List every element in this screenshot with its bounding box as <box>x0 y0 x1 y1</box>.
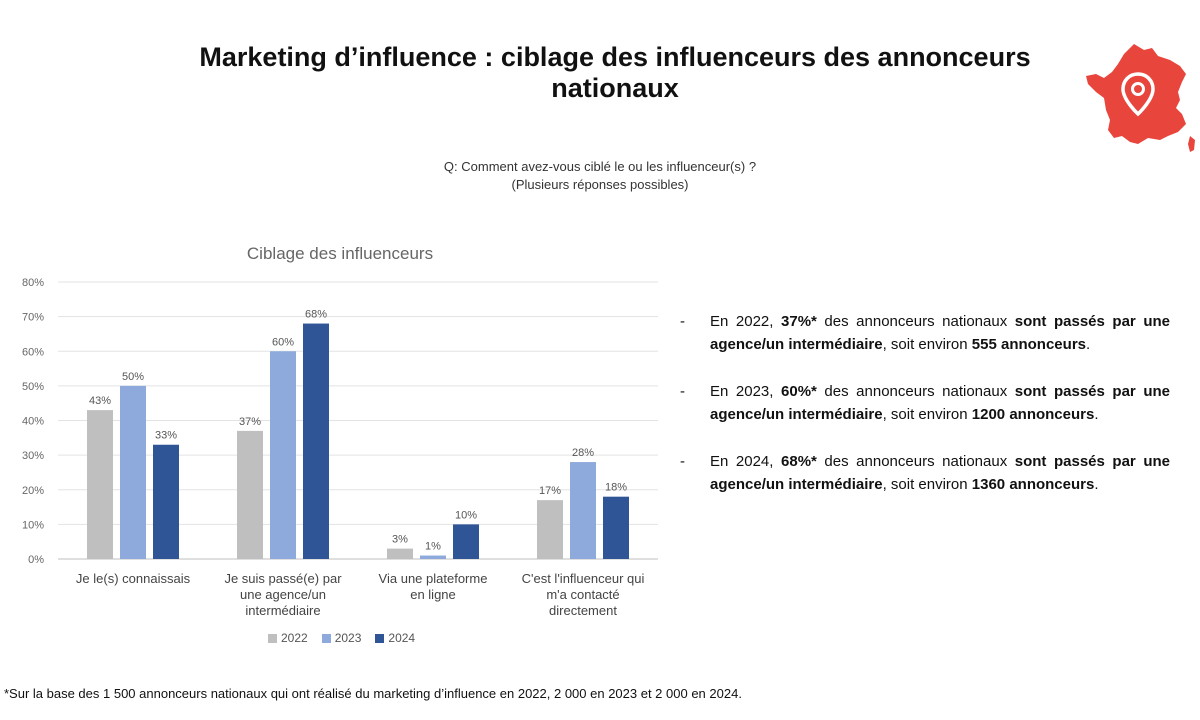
x-category-label: C'est l'influenceur qui m'a contacté direc… <box>513 571 653 619</box>
location-pin-icon <box>1121 72 1155 117</box>
x-category-label-line: m'a contacté <box>546 587 620 602</box>
finding-text: , soit environ <box>882 476 972 493</box>
y-tick-label: 80% <box>22 277 44 289</box>
x-category-label-line: Via une plateforme <box>378 571 488 586</box>
finding-text: des annonceurs nationaux <box>816 313 1015 330</box>
legend-swatch <box>268 633 277 643</box>
bar-2024 <box>303 323 329 559</box>
legend-item: 2023 <box>321 631 362 645</box>
data-label: 10% <box>455 509 477 521</box>
bar-2022 <box>537 500 563 559</box>
finding-highlight: sont passés par une agence/un intermédia… <box>710 383 1170 423</box>
data-label: 43% <box>89 395 111 407</box>
bar-chart: Ciblage des influenceurs 0% 10% 20% 30% 40% 5… <box>0 232 670 662</box>
bar-2022 <box>387 548 413 559</box>
question-note: (Plusieurs réponses possibles) <box>511 177 689 192</box>
bar-2023 <box>570 462 596 559</box>
bullet-dash: - <box>680 313 685 330</box>
bar-2024 <box>453 524 479 559</box>
data-label: 1% <box>425 541 441 553</box>
finding-count: 1200 annonceurs <box>971 406 1095 423</box>
finding-percentage: 60%* <box>781 383 817 400</box>
data-label: 18% <box>605 482 627 494</box>
finding-item: - En 2022, 37%* des annonceurs nationaux … <box>680 310 1170 356</box>
legend-swatch <box>375 633 385 643</box>
finding-text: des annonceurs nationaux <box>816 383 1015 400</box>
finding-item: - En 2023, 60%* des annonceurs nationaux … <box>680 380 1170 426</box>
bullet-dash: - <box>680 383 685 400</box>
survey-question: Q: Comment avez-vous ciblé le ou les inf… <box>360 158 840 194</box>
x-category-label-line: une agence/un <box>239 587 327 602</box>
finding-text: . <box>1094 476 1099 493</box>
y-tick-label: 0% <box>28 554 44 566</box>
data-label: 68% <box>305 309 327 321</box>
data-label: 17% <box>539 485 561 497</box>
legend-label: 2022 <box>281 631 308 645</box>
finding-percentage: 68%* <box>781 453 817 470</box>
finding-percentage: 37%* <box>781 313 817 330</box>
x-category-label-line: Je le(s) connaissais <box>75 571 191 586</box>
y-tick-label: 50% <box>22 381 44 393</box>
finding-text: . <box>1086 336 1091 353</box>
x-category-label: Je le(s) connaissais <box>63 571 203 587</box>
bar-2024 <box>603 496 629 559</box>
bar-2022 <box>237 430 263 559</box>
bar-2022 <box>87 410 113 559</box>
data-label: 3% <box>392 534 408 546</box>
bar-2023 <box>420 555 446 559</box>
key-findings-list: - En 2022, 37%* des annonceurs nationaux … <box>680 310 1170 520</box>
finding-count: 555 annonceurs <box>971 336 1086 353</box>
corsica-shape <box>1188 136 1195 152</box>
y-tick-label: 10% <box>22 519 44 531</box>
x-category-label-line: Je suis passé(e) par <box>224 571 342 586</box>
chart-plot: 0% 10% 20% 30% 40% 50% 60% 70% 80% 43% 50% 33% 37% 60… <box>22 277 658 566</box>
bar-2024 <box>153 444 179 559</box>
finding-text: En 2022, <box>710 313 782 330</box>
y-tick-label: 40% <box>22 416 44 428</box>
legend-label: 2024 <box>388 631 416 645</box>
bullet-dash: - <box>680 453 685 470</box>
finding-item: - En 2024, 68%* des annonceurs nationaux … <box>680 450 1170 496</box>
finding-highlight: sont passés par une agence/un intermédia… <box>710 313 1170 353</box>
france-map-location-pin-icon <box>1082 40 1200 158</box>
data-label: 33% <box>155 430 177 442</box>
question-text: Q: Comment avez-vous ciblé le ou les inf… <box>443 159 757 174</box>
finding-text: . <box>1094 406 1099 423</box>
finding-highlight: sont passés par une agence/un intermédia… <box>710 453 1170 493</box>
legend-item: 2024 <box>375 631 415 645</box>
legend-label: 2023 <box>334 631 362 645</box>
x-category-label-line: directement <box>549 603 617 618</box>
data-label: 28% <box>572 447 594 459</box>
page-title-line-2: nationaux <box>551 73 679 103</box>
legend-item: 2022 <box>268 631 308 645</box>
finding-count: 1360 annonceurs <box>971 476 1095 493</box>
data-label: 50% <box>122 371 144 383</box>
x-category-label: Je suis passé(e) par une agence/un intermé… <box>213 571 353 619</box>
bar-2023 <box>270 351 296 559</box>
y-tick-label: 30% <box>22 450 44 462</box>
page-title: Marketing d’influence : ciblage des infl… <box>160 42 1070 104</box>
y-tick-label: 70% <box>22 312 44 324</box>
x-category-label-line: en ligne <box>410 587 456 602</box>
finding-text: , soit environ <box>882 406 972 423</box>
chart-title: Ciblage des influenceurs <box>246 244 434 263</box>
chart-legend: 2022 2023 2024 <box>268 630 468 646</box>
y-tick-label: 20% <box>22 485 44 497</box>
x-category-label-line: intermédiaire <box>245 603 321 618</box>
x-category-label-line: C'est l'influenceur qui <box>521 571 645 586</box>
data-label: 60% <box>272 336 294 348</box>
finding-text: En 2023, <box>710 383 782 400</box>
finding-text: En 2024, <box>710 453 782 470</box>
legend-swatch <box>321 633 331 643</box>
page-title-line-1: Marketing d’influence : ciblage des infl… <box>199 42 1031 72</box>
data-label: 37% <box>239 416 261 428</box>
footnote: *Sur la base des 1 500 annonceurs nation… <box>4 686 742 701</box>
bar-2023 <box>120 385 146 559</box>
y-tick-label: 60% <box>22 346 44 358</box>
x-category-label: Via une plateforme en ligne <box>363 571 503 603</box>
finding-text: des annonceurs nationaux <box>816 453 1015 470</box>
finding-text: , soit environ <box>882 336 972 353</box>
